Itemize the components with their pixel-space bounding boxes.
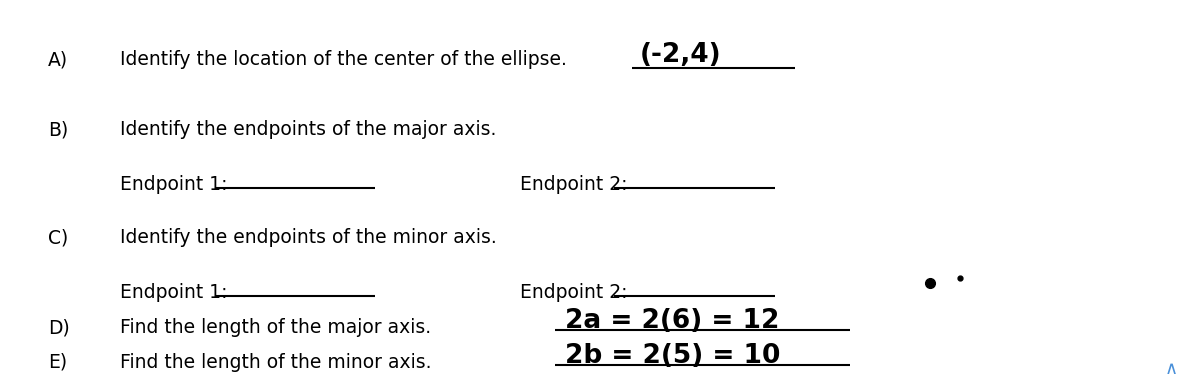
Text: Endpoint 1:: Endpoint 1:	[120, 283, 228, 302]
Text: C): C)	[48, 228, 68, 247]
Text: Identify the endpoints of the minor axis.: Identify the endpoints of the minor axis…	[120, 228, 497, 247]
Text: A): A)	[48, 50, 68, 69]
Text: Identify the location of the center of the ellipse.: Identify the location of the center of t…	[120, 50, 566, 69]
Text: B): B)	[48, 120, 68, 139]
Text: Find the length of the major axis.: Find the length of the major axis.	[120, 318, 431, 337]
Text: ∧: ∧	[1165, 360, 1178, 378]
Text: Find the length of the minor axis.: Find the length of the minor axis.	[120, 353, 432, 372]
Text: Endpoint 2:: Endpoint 2:	[520, 175, 628, 194]
Text: 2b = 2(5) = 10: 2b = 2(5) = 10	[565, 343, 780, 369]
Text: Identify the endpoints of the major axis.: Identify the endpoints of the major axis…	[120, 120, 497, 139]
Text: 2a = 2(6) = 12: 2a = 2(6) = 12	[565, 308, 779, 334]
Text: (-2,4): (-2,4)	[640, 42, 721, 68]
Text: D): D)	[48, 318, 70, 337]
Text: Endpoint 2:: Endpoint 2:	[520, 283, 628, 302]
Text: E): E)	[48, 353, 67, 372]
Text: Endpoint 1:: Endpoint 1:	[120, 175, 228, 194]
